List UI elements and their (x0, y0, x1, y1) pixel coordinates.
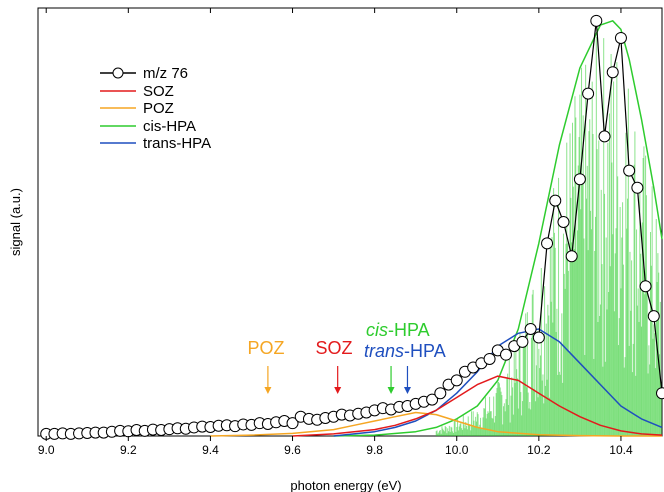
series-line-poz (210, 411, 662, 437)
legend: m/z 76 SOZ POZ cis-HPA trans-HPA (100, 65, 211, 152)
data-point (606, 66, 619, 79)
data-point (541, 237, 554, 250)
data-point (639, 280, 652, 293)
data-point (565, 250, 578, 263)
x-tick-label: 9.6 (284, 443, 301, 457)
data-point (623, 164, 636, 177)
series-line-trans-hpa (333, 328, 663, 437)
legend-label-soz: SOZ (143, 83, 174, 100)
data-point (647, 310, 660, 323)
series-line-soz (292, 375, 663, 437)
legend-marker-mz76 (112, 67, 124, 79)
annotation-trans-italic: trans (364, 341, 404, 361)
legend-label-poz: POZ (143, 100, 174, 117)
data-point (557, 216, 570, 228)
data-point (524, 323, 537, 335)
data-point (590, 14, 603, 27)
data-point (483, 352, 496, 365)
data-point (631, 181, 644, 194)
x-tick-label: 10.4 (609, 443, 633, 457)
data-point (573, 173, 586, 186)
data-point (516, 335, 529, 348)
data-point (532, 331, 545, 344)
x-tick-label: 9.4 (202, 443, 219, 457)
data-point (500, 348, 512, 361)
annotation-arrow-head (403, 387, 411, 394)
x-axis-title: photon energy (eV) (290, 478, 401, 492)
annotation-arrow-head (334, 387, 342, 394)
x-tick-label: 10.2 (527, 443, 551, 457)
legend-label-trans-hpa: trans-HPA (143, 135, 211, 152)
x-tick-label: 9.0 (38, 443, 55, 457)
data-point (549, 194, 562, 207)
annotation-soz-label: SOZ (315, 338, 352, 358)
data-point (426, 393, 439, 406)
threshold-annotations: POZ SOZ cis-HPA trans-HPA (247, 320, 446, 394)
x-tick-label: 10.0 (445, 443, 469, 457)
data-point (286, 417, 299, 430)
x-tick-label: 9.8 (366, 443, 383, 457)
mz76-markers (40, 14, 664, 440)
data-point (582, 87, 595, 100)
annotation-cis-italic: cis (366, 320, 388, 340)
annotation-poz-label: POZ (247, 338, 284, 358)
annotation-arrow-head (387, 387, 395, 394)
x-axis-ticks: 9.0 9.2 9.4 9.6 9.8 10.0 10.2 10.4 (38, 8, 633, 457)
data-point (614, 31, 627, 44)
annotation-arrow-head (264, 387, 272, 394)
series-line-cis-hpa (333, 20, 663, 437)
annotation-trans-hpa-label: trans-HPA (364, 341, 446, 361)
data-point (434, 387, 447, 400)
data-point (598, 130, 611, 143)
legend-label-cis-hpa: cis-HPA (143, 118, 196, 135)
annotation-cis-rest: -HPA (388, 320, 430, 340)
x-tick-label: 9.2 (120, 443, 137, 457)
legend-label-mz76: m/z 76 (143, 65, 188, 82)
annotation-trans-rest: -HPA (404, 341, 446, 361)
data-point (656, 387, 664, 400)
y-axis-title: signal (a.u.) (8, 188, 23, 256)
annotation-cis-hpa-label: cis-HPA (366, 320, 430, 340)
annotation-arrows (264, 366, 411, 394)
data-point (450, 374, 463, 387)
